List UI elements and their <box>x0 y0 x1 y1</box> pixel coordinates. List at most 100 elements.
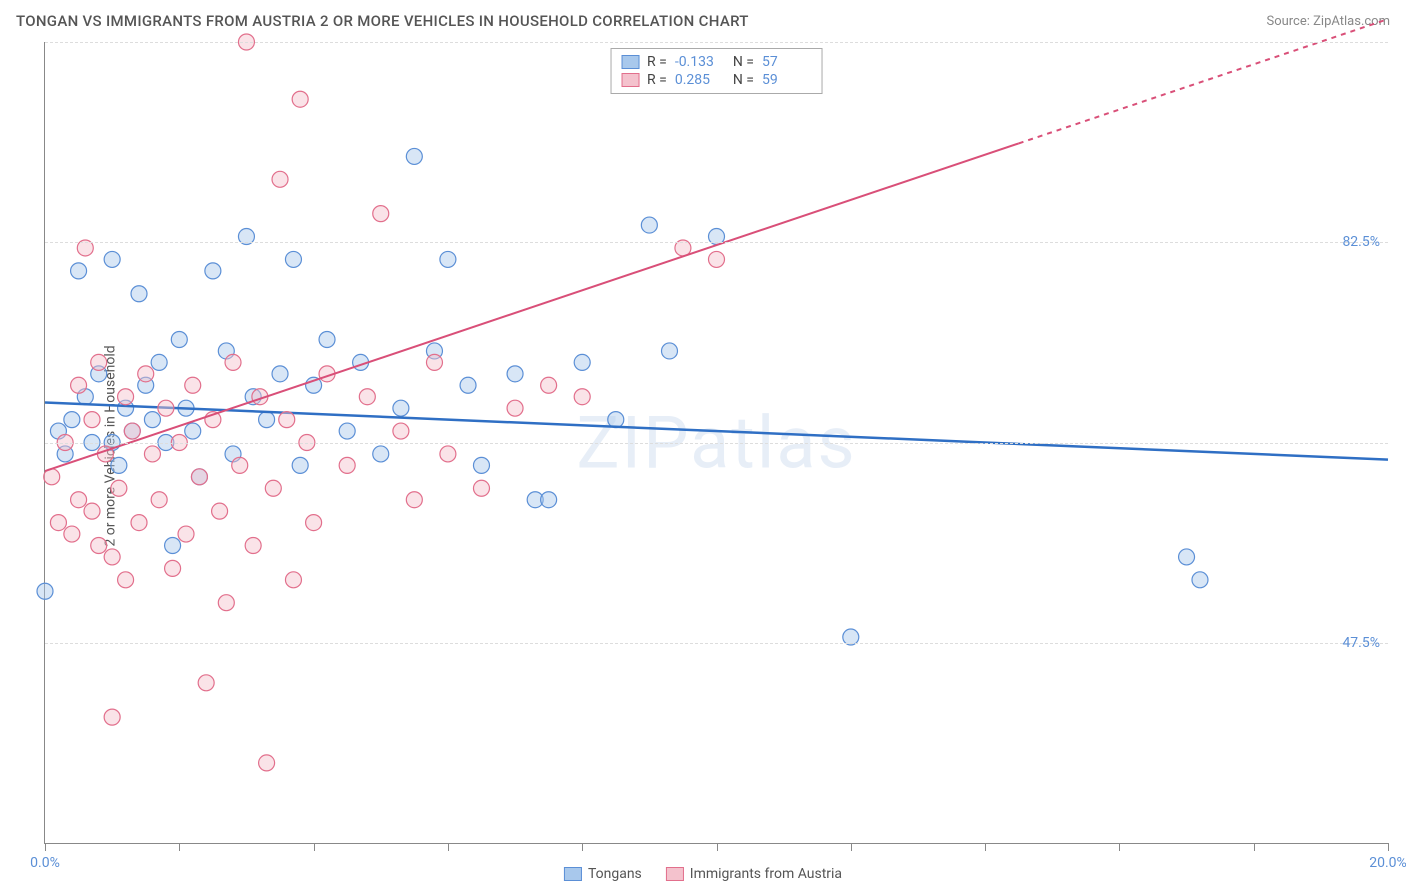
scatter-point <box>661 343 677 359</box>
scatter-point <box>144 446 160 462</box>
scatter-point <box>306 515 322 531</box>
scatter-point <box>406 148 422 164</box>
chart-title: TONGAN VS IMMIGRANTS FROM AUSTRIA 2 OR M… <box>16 12 749 30</box>
scatter-point <box>541 377 557 393</box>
scatter-point <box>71 377 87 393</box>
scatter-point <box>272 366 288 382</box>
scatter-point <box>64 526 80 542</box>
series-legend: Tongans Immigrants from Austria <box>564 866 842 882</box>
scatter-point <box>440 446 456 462</box>
scatter-point <box>37 583 53 599</box>
scatter-point <box>84 503 100 519</box>
legend-label: Tongans <box>588 866 642 882</box>
y-tick-label: 47.5% <box>1342 635 1380 651</box>
scatter-point <box>212 503 228 519</box>
scatter-point <box>507 366 523 382</box>
scatter-point <box>104 549 120 565</box>
chart-header: TONGAN VS IMMIGRANTS FROM AUSTRIA 2 OR M… <box>0 0 1406 40</box>
scatter-point <box>245 537 261 553</box>
gridline-h <box>45 443 1388 444</box>
x-tick <box>851 843 852 851</box>
scatter-point <box>118 389 134 405</box>
legend-row: R =-0.133N =57 <box>621 53 812 71</box>
scatter-point <box>104 251 120 267</box>
scatter-point <box>460 377 476 393</box>
scatter-point <box>339 423 355 439</box>
scatter-point <box>178 526 194 542</box>
scatter-point <box>218 595 234 611</box>
scatter-point <box>285 572 301 588</box>
scatter-point <box>124 423 140 439</box>
scatter-point <box>111 457 127 473</box>
scatter-point <box>191 469 207 485</box>
y-tick-label: 82.5% <box>1342 234 1380 250</box>
scatter-point <box>406 492 422 508</box>
legend-swatch <box>621 55 639 69</box>
scatter-point <box>185 377 201 393</box>
n-value: 57 <box>762 54 812 70</box>
scatter-point <box>473 480 489 496</box>
scatter-point <box>319 332 335 348</box>
scatter-point <box>259 755 275 771</box>
scatter-point <box>574 389 590 405</box>
n-value: 59 <box>762 72 812 88</box>
gridline-h <box>45 643 1388 644</box>
legend-item: Tongans <box>564 866 642 882</box>
scatter-point <box>265 480 281 496</box>
scatter-point <box>205 263 221 279</box>
r-value: -0.133 <box>675 54 725 70</box>
scatter-point <box>232 457 248 473</box>
legend-label: Immigrants from Austria <box>690 866 842 882</box>
scatter-point <box>91 537 107 553</box>
legend-swatch <box>621 73 639 87</box>
x-tick-label: 0.0% <box>30 855 60 871</box>
r-label: R = <box>647 72 667 88</box>
scatter-point <box>279 412 295 428</box>
scatter-point <box>165 560 181 576</box>
scatter-point <box>339 457 355 473</box>
scatter-point <box>138 366 154 382</box>
scatter-point <box>272 171 288 187</box>
scatter-point <box>1192 572 1208 588</box>
scatter-point <box>91 354 107 370</box>
scatter-point <box>71 492 87 508</box>
r-value: 0.285 <box>675 72 725 88</box>
scatter-point <box>574 354 590 370</box>
scatter-point <box>393 423 409 439</box>
scatter-point <box>111 480 127 496</box>
scatter-point <box>292 457 308 473</box>
scatter-point <box>507 400 523 416</box>
n-label: N = <box>733 72 754 88</box>
scatter-point <box>144 412 160 428</box>
x-tick <box>985 843 986 851</box>
scatter-point <box>198 675 214 691</box>
scatter-point <box>393 400 409 416</box>
legend-swatch <box>666 867 684 881</box>
legend-swatch <box>564 867 582 881</box>
scatter-point <box>185 423 201 439</box>
x-tick <box>1119 843 1120 851</box>
legend-item: Immigrants from Austria <box>666 866 842 882</box>
scatter-point <box>50 515 66 531</box>
scatter-point <box>131 286 147 302</box>
x-tick <box>448 843 449 851</box>
scatter-point <box>259 412 275 428</box>
x-tick <box>582 843 583 851</box>
r-label: R = <box>647 54 667 70</box>
scatter-point <box>171 332 187 348</box>
chart-plot-area: ZIPatlas R =-0.133N =57R =0.285N =59 47.… <box>44 42 1388 844</box>
scatter-point <box>104 709 120 725</box>
scatter-point <box>131 515 147 531</box>
scatter-point <box>285 251 301 267</box>
scatter-point <box>373 446 389 462</box>
correlation-legend: R =-0.133N =57R =0.285N =59 <box>610 48 823 94</box>
trend-line <box>45 402 1388 459</box>
scatter-point <box>440 251 456 267</box>
x-tick <box>45 843 46 851</box>
x-tick <box>717 843 718 851</box>
scatter-point <box>541 492 557 508</box>
x-tick <box>314 843 315 851</box>
scatter-point <box>118 572 134 588</box>
scatter-point <box>84 412 100 428</box>
scatter-point <box>64 412 80 428</box>
